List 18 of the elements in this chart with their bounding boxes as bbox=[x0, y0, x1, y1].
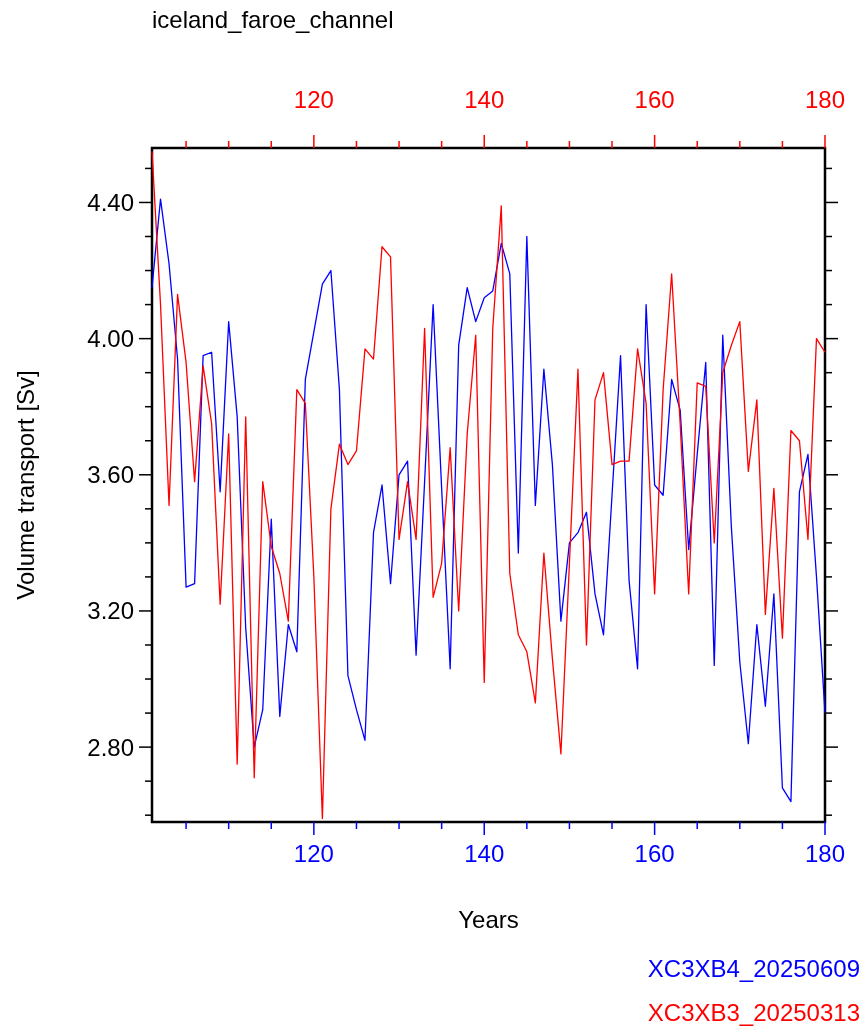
x-tick-label: 160 bbox=[634, 840, 675, 867]
x-tick-label: 120 bbox=[293, 840, 334, 867]
y-tick-label: 3.20 bbox=[87, 597, 134, 625]
y-tick-label: 4.40 bbox=[87, 188, 134, 216]
y-tick-label: 3.60 bbox=[87, 461, 134, 489]
x2-tick-label: 160 bbox=[634, 86, 675, 113]
x2-tick-label: 120 bbox=[293, 86, 334, 113]
y-tick-label: 2.80 bbox=[87, 733, 134, 761]
x2-tick-label: 140 bbox=[464, 86, 505, 113]
text: XC3XB4_20250609 bbox=[647, 955, 860, 982]
y-tick-label: 4.00 bbox=[87, 325, 134, 353]
x-axis-title: Years bbox=[458, 906, 519, 933]
y-axis-title: Volume transport [Sv] bbox=[12, 370, 39, 600]
x2-tick-label: 180 bbox=[804, 86, 846, 113]
chart-title: iceland_faroe_channel bbox=[152, 6, 394, 33]
x-tick-label: 140 bbox=[464, 840, 505, 867]
text: XC3XB3_20250313 bbox=[647, 999, 860, 1026]
x-tick-label: 180 bbox=[804, 840, 846, 867]
